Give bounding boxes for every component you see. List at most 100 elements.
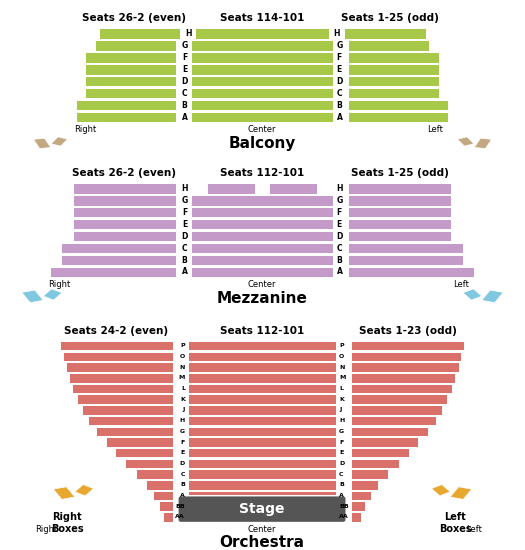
Bar — [348, 255, 463, 265]
Bar — [351, 480, 378, 490]
Text: C: C — [337, 89, 342, 98]
Bar — [188, 405, 336, 415]
Bar — [351, 502, 365, 511]
Text: BB: BB — [175, 504, 185, 509]
Text: B: B — [339, 482, 344, 487]
Text: A: A — [182, 267, 187, 277]
Text: C: C — [339, 472, 343, 477]
Text: P: P — [339, 343, 344, 348]
Text: A: A — [337, 113, 342, 122]
Text: H: H — [339, 418, 344, 423]
Bar — [72, 384, 173, 393]
Text: Seats 26-2 (even): Seats 26-2 (even) — [82, 13, 186, 24]
Bar — [351, 362, 458, 372]
Bar — [66, 362, 173, 372]
Bar — [82, 405, 173, 415]
Bar — [99, 28, 180, 38]
Bar — [188, 416, 336, 425]
Text: E: E — [337, 219, 342, 229]
Bar — [348, 52, 439, 63]
Text: E: E — [339, 450, 343, 455]
Bar — [77, 394, 173, 404]
Text: B: B — [180, 482, 185, 487]
Bar — [188, 341, 336, 350]
Bar — [348, 231, 452, 241]
Bar — [191, 255, 333, 265]
Bar — [85, 88, 176, 98]
Text: B: B — [337, 101, 342, 109]
Bar — [191, 112, 333, 122]
Bar — [188, 448, 336, 458]
Bar — [348, 40, 429, 51]
Text: D: D — [339, 461, 344, 466]
Text: Right
Boxes: Right Boxes — [50, 512, 83, 534]
Bar — [348, 100, 448, 111]
Bar — [348, 207, 452, 217]
Text: B: B — [182, 101, 187, 109]
Bar — [136, 469, 173, 479]
Text: O: O — [180, 354, 185, 359]
Text: Stage: Stage — [239, 502, 285, 516]
Bar — [62, 351, 173, 361]
Bar — [163, 512, 173, 522]
Bar — [351, 469, 388, 479]
Text: D: D — [181, 77, 187, 86]
Text: BB: BB — [339, 504, 349, 509]
Bar — [188, 459, 336, 468]
Text: H: H — [337, 184, 343, 193]
Text: D: D — [180, 461, 185, 466]
Text: Seats 112-101: Seats 112-101 — [220, 326, 304, 336]
Bar — [351, 416, 436, 425]
Text: E: E — [182, 219, 187, 229]
Text: A: A — [339, 493, 344, 498]
Text: O: O — [339, 354, 344, 359]
Text: Center: Center — [248, 280, 276, 289]
Text: Center: Center — [248, 525, 276, 533]
Bar — [348, 267, 474, 277]
Text: F: F — [182, 53, 187, 62]
Text: H: H — [333, 29, 339, 38]
Bar — [191, 243, 333, 254]
Bar — [188, 502, 336, 511]
Bar — [191, 52, 333, 63]
Bar — [72, 219, 176, 229]
Bar — [195, 28, 329, 38]
Text: Seats 1-23 (odd): Seats 1-23 (odd) — [359, 326, 457, 336]
FancyBboxPatch shape — [178, 496, 346, 522]
Bar — [348, 183, 452, 194]
Text: Left: Left — [453, 280, 469, 289]
Text: H: H — [180, 418, 185, 423]
Bar — [125, 459, 173, 468]
Text: A: A — [182, 113, 187, 122]
Text: M: M — [178, 375, 185, 380]
Bar — [351, 512, 361, 522]
Bar — [94, 40, 176, 51]
Text: D: D — [181, 232, 187, 241]
Bar — [344, 28, 426, 38]
Text: F: F — [181, 439, 185, 444]
Polygon shape — [34, 138, 51, 149]
Bar — [96, 426, 173, 436]
Text: Left
Boxes: Left Boxes — [439, 512, 471, 534]
Text: E: E — [182, 65, 187, 74]
Text: B: B — [337, 256, 342, 265]
Polygon shape — [22, 290, 44, 303]
Bar — [85, 52, 176, 63]
Text: Seats 112-101: Seats 112-101 — [220, 168, 304, 178]
Bar — [191, 100, 333, 111]
Bar — [188, 384, 336, 393]
Text: G: G — [180, 429, 185, 434]
Bar — [188, 373, 336, 383]
Polygon shape — [51, 137, 68, 146]
Text: F: F — [337, 53, 342, 62]
Bar — [207, 183, 255, 194]
Bar — [351, 384, 452, 393]
Bar — [61, 243, 176, 254]
Text: Seats 114-101: Seats 114-101 — [220, 13, 304, 24]
Text: H: H — [181, 184, 187, 193]
Bar — [351, 491, 371, 501]
Text: AA: AA — [339, 514, 349, 519]
Text: A: A — [337, 267, 342, 277]
Text: J: J — [183, 408, 185, 412]
Polygon shape — [457, 137, 474, 146]
